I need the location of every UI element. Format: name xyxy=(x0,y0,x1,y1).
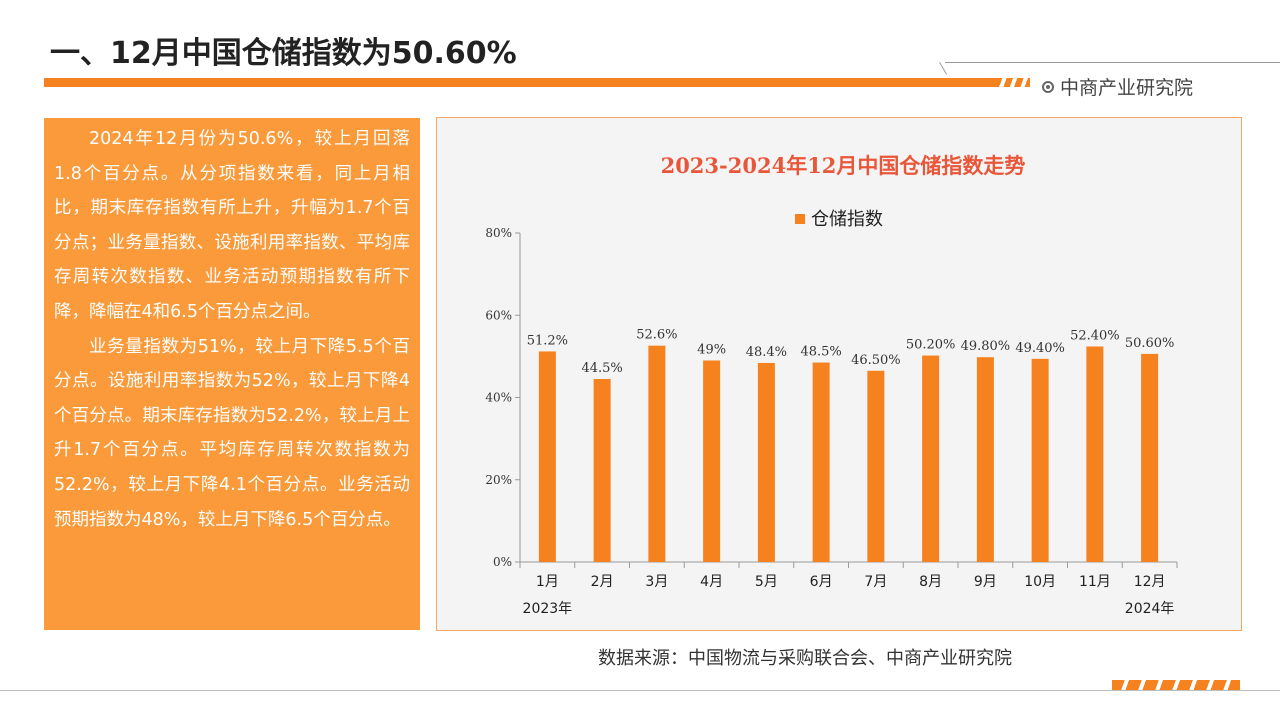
chart-panel: 2023-2024年12月中国仓储指数走势仓储指数 0% 20% 40% 60% 80% 5… xyxy=(436,117,1242,631)
bar-7 xyxy=(867,370,885,562)
bar-10 xyxy=(1031,358,1049,562)
x-tick-label: 11月 xyxy=(1079,574,1111,590)
bar-2 xyxy=(593,378,611,562)
summary-paragraph-1: 2024年12月份为50.6%，较上月回落1.8个百分点。从分项指数来看，同上月… xyxy=(54,129,410,322)
x-tick-label: 7月 xyxy=(864,574,887,590)
brand-name: 中商产业研究院 xyxy=(1060,77,1194,99)
circle-dot-icon xyxy=(1042,80,1054,93)
bar-11 xyxy=(1086,346,1104,562)
data-label: 49% xyxy=(697,342,726,357)
data-label: 49.40% xyxy=(1015,341,1065,356)
summary-panel: 2024年12月份为50.6%，较上月回落1.8个百分点。从分项指数来看，同上月… xyxy=(44,118,420,630)
data-label: 50.20% xyxy=(906,338,956,353)
title-stripe-decoration xyxy=(996,78,1030,87)
legend-label: 仓储指数 xyxy=(811,209,883,230)
header-thin-rule-slant xyxy=(939,62,947,75)
x-year-label: 2024年 xyxy=(1125,601,1175,617)
x-tick-label: 5月 xyxy=(755,574,778,590)
x-tick-label: 10月 xyxy=(1024,574,1056,590)
x-tick-label: 8月 xyxy=(919,574,942,590)
y-tick-label: 0% xyxy=(493,555,512,569)
footer-rule xyxy=(0,690,1280,691)
x-tick-label: 6月 xyxy=(810,574,833,590)
summary-paragraph-2: 业务量指数为51%，较上月下降5.5个百分点。设施利用率指数为52%，较上月下降… xyxy=(54,336,410,530)
bar-6 xyxy=(812,362,830,562)
data-label: 46.50% xyxy=(851,353,901,368)
y-tick-label: 60% xyxy=(485,308,512,322)
chart-title: 2023-2024年12月中国仓储指数走势 xyxy=(661,153,1026,178)
bar-4 xyxy=(703,360,721,562)
bar-3 xyxy=(648,345,666,562)
x-tick-label: 12月 xyxy=(1134,574,1166,590)
bar-9 xyxy=(976,357,994,562)
header-thin-rule xyxy=(945,62,1280,63)
bar-5 xyxy=(757,362,775,562)
data-label: 52.6% xyxy=(636,328,677,343)
legend-swatch xyxy=(795,214,805,224)
footer-stripe-decoration xyxy=(1112,680,1240,690)
data-label: 49.80% xyxy=(961,339,1011,354)
x-tick-label: 4月 xyxy=(700,574,723,590)
x-year-label: 2023年 xyxy=(523,601,573,617)
data-label: 48.4% xyxy=(746,345,787,360)
data-source-note: 数据来源：中国物流与采购联合会、中商产业研究院 xyxy=(598,648,1012,669)
y-tick-label: 80% xyxy=(485,226,512,240)
x-tick-label: 2月 xyxy=(591,574,614,590)
data-label: 44.5% xyxy=(581,361,622,376)
brand-label: 中商产业研究院 xyxy=(1042,73,1193,100)
x-tick-label: 9月 xyxy=(974,574,997,590)
y-tick-label: 20% xyxy=(485,473,512,487)
page-title: 一、12月中国仓储指数为50.60% xyxy=(50,36,517,71)
data-label: 50.60% xyxy=(1125,336,1175,351)
y-tick-label: 40% xyxy=(485,391,512,405)
data-label: 48.5% xyxy=(800,345,841,360)
bar-8 xyxy=(922,355,940,562)
bar-12 xyxy=(1141,353,1159,562)
data-label: 52.40% xyxy=(1070,329,1120,344)
bar-1 xyxy=(538,351,556,562)
x-tick-label: 1月 xyxy=(536,574,559,590)
title-underline-bar xyxy=(44,78,1028,87)
data-label: 51.2% xyxy=(527,333,568,348)
x-tick-label: 3月 xyxy=(645,574,668,590)
